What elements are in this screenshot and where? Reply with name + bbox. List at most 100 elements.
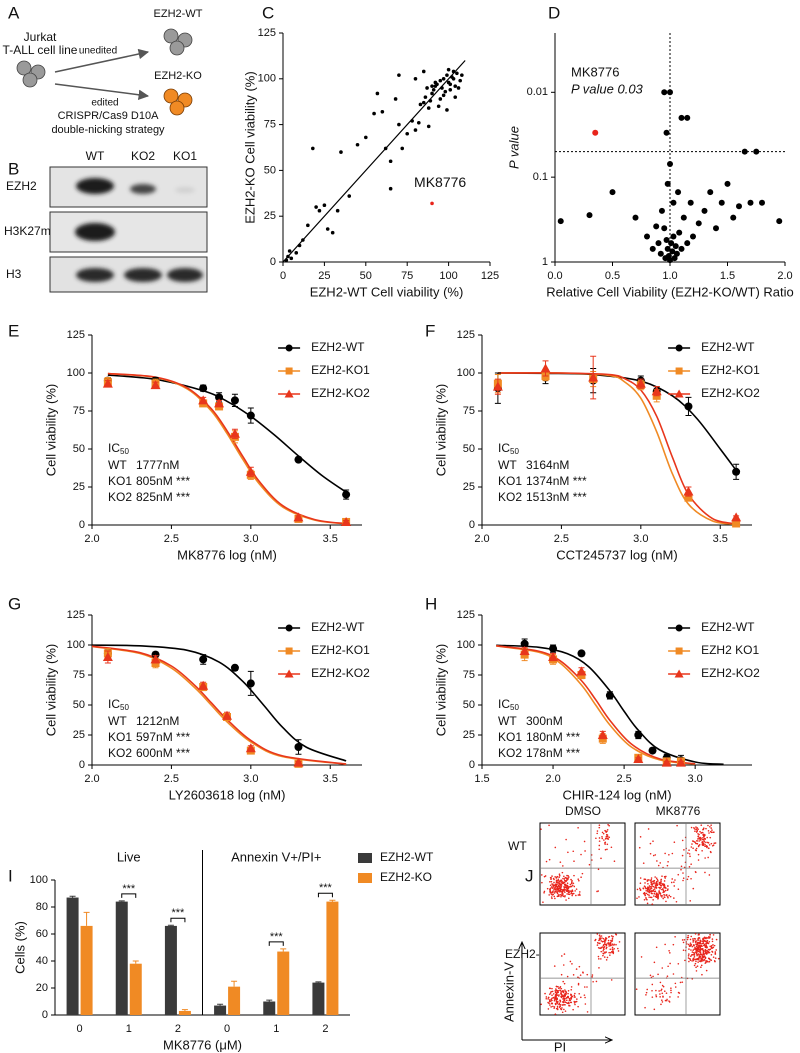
flow-dot [549,891,552,894]
x-axis-label: EZH2-WT Cell viability (%) [310,284,464,299]
flow-dot [578,965,581,968]
flow-dot [559,894,562,896]
flow-dot [576,998,578,1000]
annotation-cell: KO1 [108,474,132,488]
x-axis-label: MK8776 log (nM) [177,547,277,562]
flow-dot [556,1008,559,1011]
flow-dot [550,1006,552,1008]
point [421,100,426,105]
flow-dot [552,1005,554,1008]
flow-dot [556,891,558,893]
legend-label: EZH2-KO1 [311,363,370,377]
point [634,731,643,739]
flow-dot [708,949,711,951]
y-axis-label: P value [506,126,521,169]
flow-dot [705,943,707,945]
flow-dot [612,935,614,938]
panel-label: F [425,321,435,340]
flow-dot [542,901,544,903]
flow-dot [683,938,686,941]
flow-dot [574,992,576,995]
flow-dot [694,951,697,953]
error-bar [315,981,322,983]
point [759,199,765,206]
y-tick-label: 0 [42,1009,48,1021]
point [753,148,760,155]
y-tick-label: 75 [264,119,276,131]
flow-dot [664,999,667,1002]
flow-dot [556,888,558,890]
flow-dot [663,885,665,887]
flow-dot [558,876,560,879]
flow-dot [647,828,650,830]
flow-dot [693,948,695,951]
error-bar [329,899,336,902]
flow-dot [551,1002,554,1005]
flow-dot [561,871,564,874]
x-tick-label: 1 [126,1023,132,1035]
flow-dot [550,990,553,993]
flow-dot [693,954,696,956]
arrow-label: unedited [79,46,117,57]
x-tick-label: 1.0 [662,270,677,282]
flow-dot [601,946,604,948]
flow-dot [559,1005,561,1008]
flow-dot [561,994,564,996]
flow-dot [604,848,607,851]
point [428,98,433,103]
flow-dot [548,993,551,995]
flow-dot [664,943,666,946]
flow-dot [665,999,668,1002]
point [199,384,208,393]
flow-dot [655,989,657,992]
row-label: H3 [6,267,22,281]
flow-dot [549,880,551,883]
flow-dot [562,1001,565,1004]
flow-dot [545,860,548,863]
point [670,199,677,206]
panel-j: DMSO MK8776 WT EZH2-KO Annexin-V PI [501,804,700,1053]
flow-dot [708,844,711,846]
annotation-cell: KO1 [498,730,522,744]
y-tick-label: 25 [463,729,475,741]
flow-dot [702,938,704,940]
bar [326,901,339,1015]
x-tick-label: 2.5 [554,533,569,545]
x-tick-label: 1 [273,1023,279,1035]
flow-dot [695,871,697,874]
group-label: Live [117,849,141,864]
point [678,114,685,121]
flow-dot [666,889,669,891]
point [388,186,393,191]
flow-dot [649,974,652,977]
flow-dot [702,947,704,950]
flow-dot [709,945,712,948]
flow-dot [665,887,667,889]
point [245,743,256,753]
flow-dot [550,893,553,895]
flow-dot [659,887,661,890]
point [655,240,662,247]
flow-dot [653,888,656,890]
point [421,69,426,74]
flow-dot [712,946,715,949]
flow-dot [550,886,553,888]
flow-dot [611,950,613,953]
x-tick-label: 2.0 [84,533,99,545]
legend-marker [284,389,294,398]
flow-dot [709,933,711,936]
point [322,203,327,208]
flow-dot [655,877,658,880]
flow-dot [711,950,713,953]
point [314,205,318,209]
point [446,67,451,72]
flow-dot [697,859,700,861]
flow-dot [656,895,658,898]
point [445,73,449,77]
significance-label: *** [319,882,333,894]
flow-dot [553,965,556,967]
flow-dot [543,891,545,894]
flow-dot [555,989,558,992]
x-tick-label: 1.5 [720,270,735,282]
flow-dot [565,899,567,901]
